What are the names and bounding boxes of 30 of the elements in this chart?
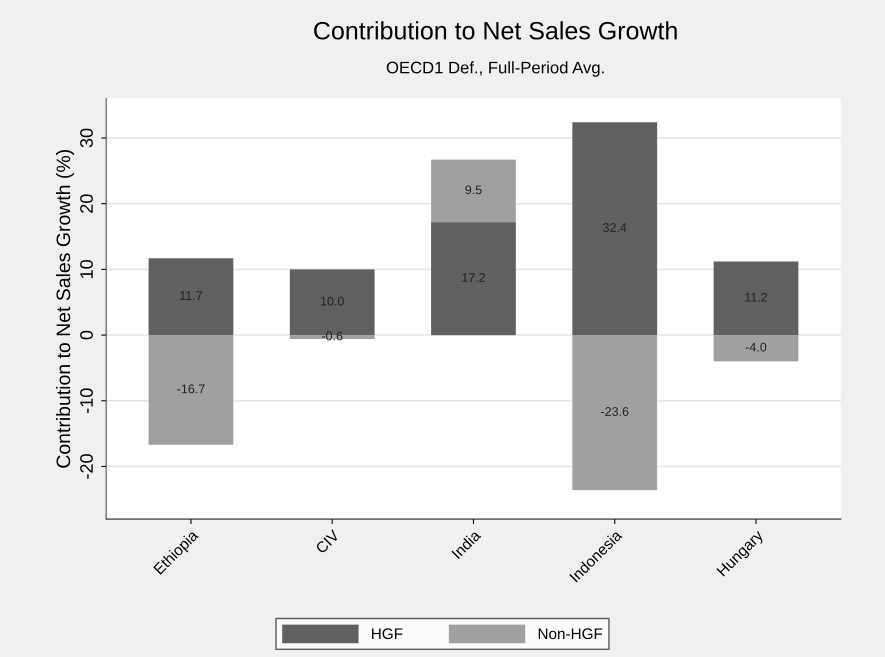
data-label: 10.0 <box>321 296 344 306</box>
chart-title: Contribution to Net Sales Growth <box>314 21 677 40</box>
bar <box>714 261 798 336</box>
data-label: -16.7 <box>177 384 205 394</box>
legend-label: HGF <box>372 628 402 640</box>
y-tick-label: -10 <box>80 388 93 414</box>
legend-label: Non-HGF <box>538 628 602 640</box>
x-tick-label: CIV <box>315 529 340 554</box>
bar <box>148 335 234 445</box>
data-label: -0.6 <box>322 332 342 340</box>
y-tick-label: 10 <box>80 260 93 278</box>
chart-subtitle: OECD1 Def., Full-Period Avg. <box>386 61 604 77</box>
y-tick-label: -20 <box>80 454 93 479</box>
bar <box>148 258 234 336</box>
y-axis-title: Contribution to Net Sales Growth (%) <box>56 150 74 468</box>
data-label: 9.5 <box>465 185 482 194</box>
y-tick-label: 30 <box>80 128 93 148</box>
bar <box>431 160 516 222</box>
data-label: 11.2 <box>745 292 768 302</box>
y-tick-label: 0 <box>80 330 93 340</box>
y-tick-label: 20 <box>80 194 93 213</box>
bar <box>714 335 798 362</box>
bar <box>572 122 658 336</box>
data-label: 11.7 <box>180 291 202 300</box>
data-label: -4.0 <box>746 342 766 352</box>
data-label: -23.6 <box>601 407 628 416</box>
data-label: 17.2 <box>462 273 486 282</box>
bar <box>431 222 516 336</box>
bar <box>572 335 658 490</box>
data-label: 32.4 <box>603 223 627 232</box>
